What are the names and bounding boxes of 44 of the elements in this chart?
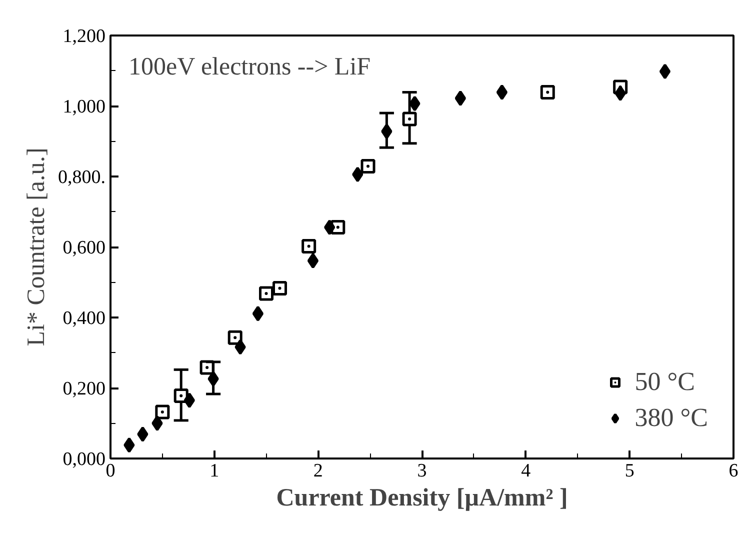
y-tick-label: 0,200: [62, 378, 106, 400]
point: [614, 86, 626, 102]
point: [454, 90, 466, 106]
point: [155, 404, 170, 420]
legend-label: 380 °C: [634, 403, 708, 433]
point: [324, 220, 336, 236]
point: [124, 437, 135, 453]
point: [352, 166, 364, 182]
point: [174, 388, 188, 404]
point: [307, 252, 319, 268]
point: [252, 306, 264, 322]
x-tick-label: 3: [417, 460, 427, 482]
y-tick-label: 0,600: [62, 238, 106, 258]
point: [540, 85, 555, 100]
point: [360, 159, 376, 174]
point: [152, 416, 163, 431]
x-tick-label: 4: [521, 460, 532, 482]
point: [208, 371, 219, 387]
y-tick-label: 0,000: [62, 449, 106, 470]
point: [137, 426, 148, 442]
point: [496, 84, 508, 100]
x-tick-label: 0: [106, 460, 116, 482]
point: [184, 392, 195, 408]
y-axis-title: Li* Countrate [a.u.]: [23, 148, 50, 346]
point: [302, 239, 316, 254]
x-tick-label: 6: [728, 460, 738, 482]
y-tick-label: 1,200: [62, 26, 106, 47]
y-tick-label: 1,000: [62, 96, 106, 118]
x-tick-label: 5: [624, 460, 634, 482]
legend-label: 50 °C: [634, 367, 695, 397]
y-tick-label: 0,800.: [58, 167, 106, 188]
point: [409, 96, 420, 112]
point: [234, 339, 246, 355]
annotation: 100eV electrons --> LiF: [128, 54, 371, 80]
y-tick-label: 0,400: [62, 308, 106, 329]
point: [402, 112, 417, 126]
point: [659, 64, 671, 80]
point: [259, 286, 274, 301]
x-tick-label: 2: [313, 460, 323, 482]
point: [272, 280, 287, 296]
x-axis-title: Current Density [µA/mm² ]: [276, 484, 568, 512]
x-tick-label: 1: [210, 460, 220, 482]
point: [228, 330, 242, 345]
point: [381, 124, 392, 140]
